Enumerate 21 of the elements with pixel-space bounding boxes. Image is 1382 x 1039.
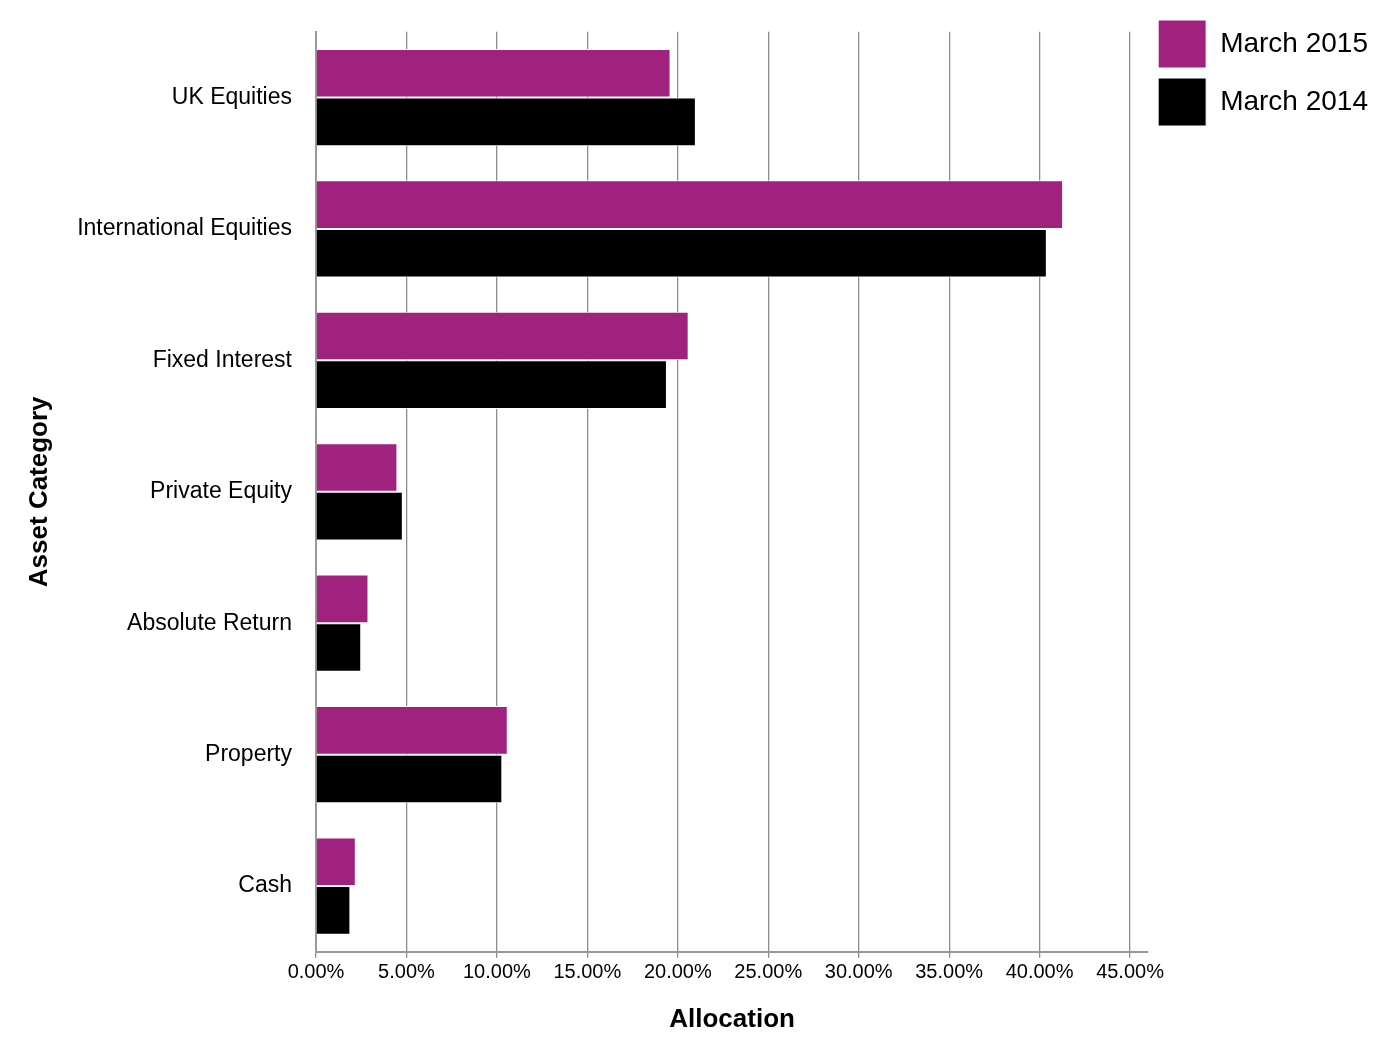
x-tick-label: 45.00% [1096,960,1165,983]
y-tick-label: Cash [238,871,293,898]
y-tick-label: Private Equity [150,477,293,504]
x-tick-label: 40.00% [1005,960,1074,983]
x-tick-label: 10.00% [462,960,532,983]
legend-label: March 2014 [1220,84,1369,116]
y-axis-title: Asset Category [22,395,53,588]
y-tick-label: International Equities [77,214,293,241]
y-tick-label: Absolute Return [127,608,293,635]
y-tick-label: Fixed Interest [152,345,293,372]
x-axis-title: Allocation [669,1002,795,1033]
x-tick-label: 15.00% [553,960,622,983]
x-tick-label: 0.00% [287,960,345,983]
x-tick-label: 30.00% [824,960,893,983]
y-tick-label: UK Equities [171,82,293,109]
x-tick-label: 20.00% [643,960,712,983]
x-tick-label: 5.00% [378,960,436,983]
y-tick-label: Property [205,740,293,766]
legend-label: March 2015 [1220,26,1369,58]
x-tick-label: 35.00% [915,960,984,983]
x-tick-label: 25.00% [734,960,803,983]
